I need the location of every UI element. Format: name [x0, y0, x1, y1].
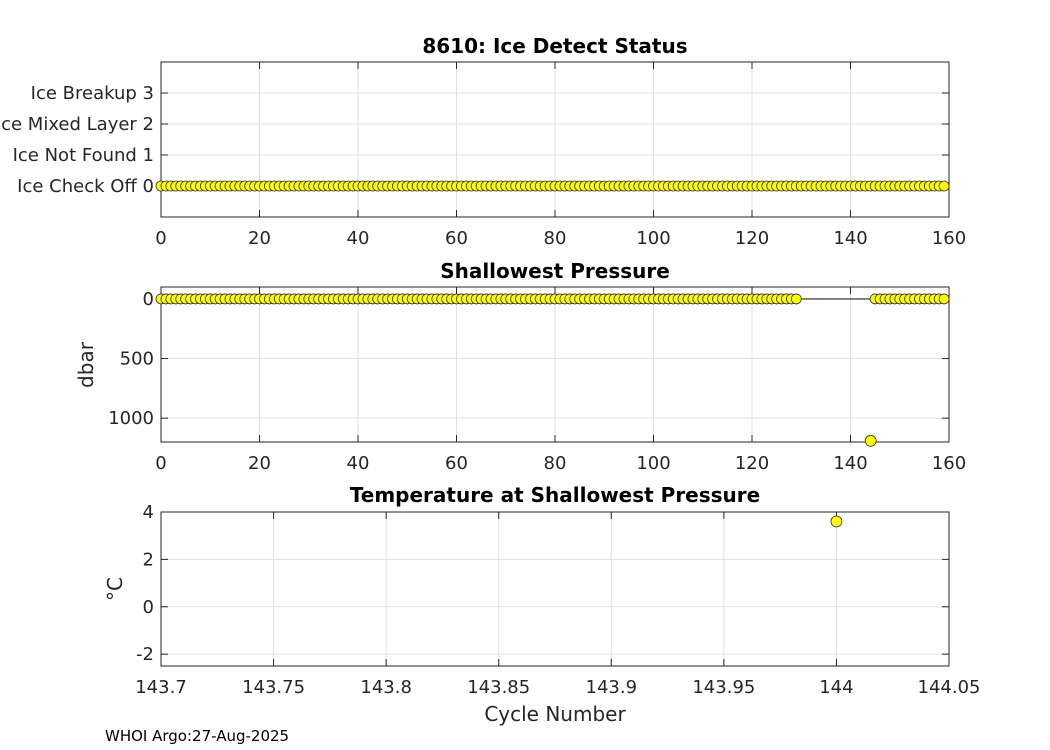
y-axis-label: dbar	[74, 341, 98, 388]
panel-ice-detect-status: 8610: Ice Detect Status 0 20 40 60 80 100 120 1…	[0, 34, 966, 249]
y-tick-label: 0	[143, 597, 154, 618]
footer-credit: WHOI Argo:27-Aug-2025	[105, 727, 289, 745]
x-tick-label: 80	[544, 228, 567, 249]
data-point	[938, 180, 950, 192]
panel-title: 8610: Ice Detect Status	[422, 34, 687, 58]
data-point	[790, 293, 802, 305]
x-tick-label: 20	[248, 228, 271, 249]
x-tick-label: 143.9	[586, 677, 638, 698]
panel-temperature: Temperature at Shallowest Pressure °C Cy…	[103, 483, 980, 726]
y-tick-label: -2	[136, 644, 154, 665]
x-tick-label: 143.85	[467, 677, 530, 698]
x-tick-label: 140	[833, 453, 867, 474]
x-tick-label: 160	[932, 228, 966, 249]
panel-shallowest-pressure: Shallowest Pressure dbar 0 20 40 60 80 100 120…	[74, 259, 966, 474]
x-tick-label: 0	[155, 453, 166, 474]
y-tick-label: 0	[143, 289, 154, 310]
y-tick-label: 1000	[108, 408, 154, 429]
x-tick-label: 40	[347, 453, 370, 474]
x-tick-label: 144	[819, 677, 853, 698]
x-tick-label: 120	[735, 228, 769, 249]
x-tick-label: 160	[932, 453, 966, 474]
x-tick-label: 143.8	[360, 677, 412, 698]
x-tick-label: 144.05	[918, 677, 981, 698]
x-axis-label: Cycle Number	[484, 702, 626, 726]
x-tick-label: 143.95	[692, 677, 755, 698]
axes-frame	[160, 511, 950, 667]
x-tick-label: 100	[636, 453, 670, 474]
panel-title: Temperature at Shallowest Pressure	[350, 483, 760, 507]
data-point	[864, 434, 877, 447]
x-tick-label: 40	[347, 228, 370, 249]
y-tick-label: Ice Not Found 1	[13, 145, 154, 166]
y-tick-label: 500	[120, 349, 154, 370]
x-tick-label: 140	[833, 228, 867, 249]
y-tick-label: 4	[143, 502, 154, 523]
x-tick-label: 80	[544, 453, 567, 474]
x-tick-label: 20	[248, 453, 271, 474]
x-tick-label: 60	[445, 453, 468, 474]
y-tick-label: Ice Breakup 3	[31, 83, 154, 104]
x-tick-label: 143.7	[135, 677, 187, 698]
x-tick-label: 100	[636, 228, 670, 249]
x-tick-label: 60	[445, 228, 468, 249]
x-tick-label: 0	[155, 228, 166, 249]
x-tick-label: 120	[735, 453, 769, 474]
y-tick-label: Ice Mixed Layer 2	[0, 114, 154, 135]
y-axis-label: °C	[103, 577, 127, 601]
y-tick-label: 2	[143, 549, 154, 570]
x-tick-label: 143.75	[242, 677, 305, 698]
panel-title: Shallowest Pressure	[440, 259, 670, 283]
data-point	[830, 515, 843, 528]
plot-area	[161, 512, 949, 666]
data-point	[938, 293, 950, 305]
y-tick-label: Ice Check Off 0	[17, 176, 154, 197]
